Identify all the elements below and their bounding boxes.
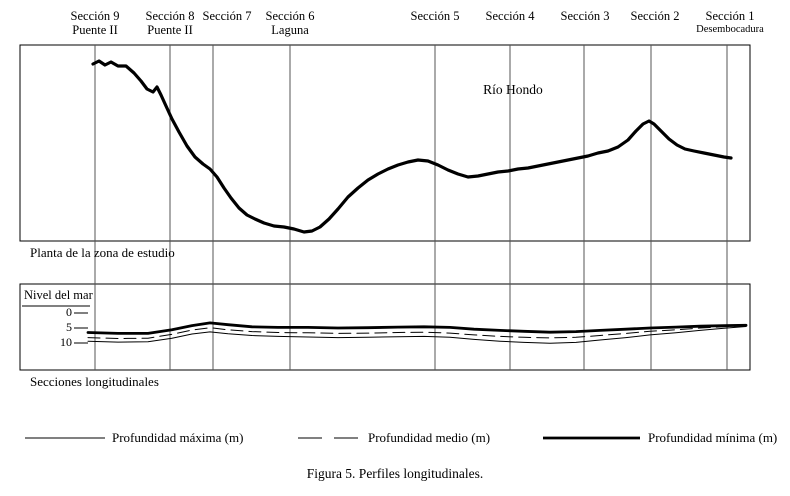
section-label-7: Sección 7 xyxy=(202,9,252,23)
profile-line-thick xyxy=(86,321,748,335)
figure-caption: Figura 5. Perfiles longitudinales. xyxy=(306,466,484,481)
plan-panel-label: Planta de la zona de estudio xyxy=(30,245,175,260)
legend-label-1: Profundidad máxima (m) xyxy=(112,430,244,445)
section-label-1: Sección 1 Desembocadura xyxy=(696,9,764,35)
profile-line-thin xyxy=(87,326,747,344)
profiles-panel-frame xyxy=(19,283,751,371)
section-label-4: Sección 4 xyxy=(485,9,535,23)
section-label-9: Sección 9 Puente II xyxy=(70,9,120,37)
depth-tick-label-0: 0 xyxy=(66,304,72,319)
river-plan-line xyxy=(91,59,733,234)
section-label-2: Sección 2 xyxy=(630,9,680,23)
section-label-3: Sección 3 xyxy=(560,9,610,23)
profile-line-dashed xyxy=(87,325,747,339)
legend-label-3: Profundidad mínima (m) xyxy=(648,430,778,445)
section-label-5: Sección 5 xyxy=(410,9,460,23)
legend-label-2: Profundidad medio (m) xyxy=(368,430,491,445)
depth-tick-label-5: 5 xyxy=(66,319,72,334)
profiles-panel-label: Secciones longitudinales xyxy=(30,374,159,389)
sea-level-label: Nivel del mar xyxy=(24,288,93,302)
section-label-6: Sección 6 Laguna xyxy=(265,9,315,37)
river-name-label: Río Hondo xyxy=(483,82,543,97)
section-label-8: Sección 8 Puente II xyxy=(145,9,195,37)
plan-panel-frame xyxy=(19,44,751,242)
depth-tick-label-10: 10 xyxy=(60,334,72,349)
